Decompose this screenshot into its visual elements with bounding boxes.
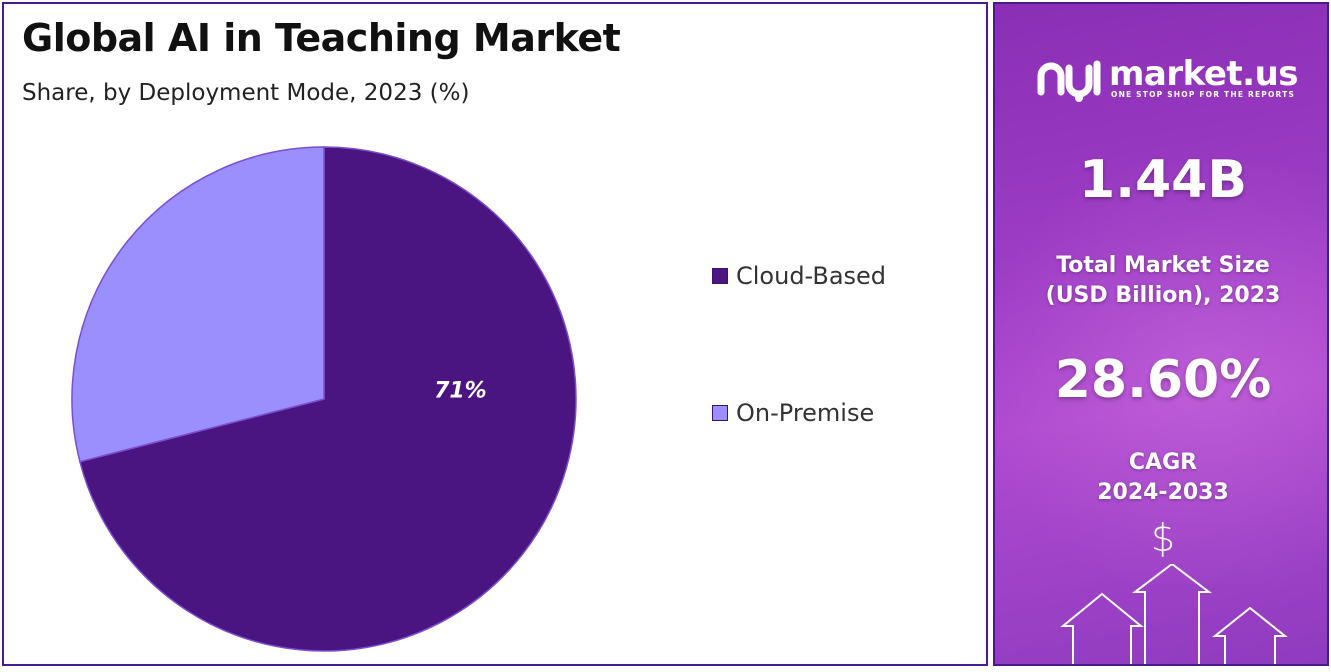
legend-item-cloud-based: Cloud-Based bbox=[712, 262, 886, 290]
legend-label: Cloud-Based bbox=[736, 262, 887, 290]
growth-arrows-icon bbox=[1060, 564, 1288, 664]
data-label-cloud-based: 71% bbox=[434, 379, 487, 404]
background-glow bbox=[995, 164, 1327, 584]
stats-sidebar: market.us ONE STOP SHOP FOR THE REPORTS … bbox=[993, 2, 1329, 666]
market-size-label-2: (USD Billion), 2023 bbox=[1045, 283, 1281, 308]
legend-item-on-premise: On-Premise bbox=[712, 399, 874, 427]
pie-chart: 71% bbox=[71, 146, 577, 652]
market-size-value: 1.44B bbox=[1079, 150, 1247, 210]
chart-subtitle: Share, by Deployment Mode, 2023 (%) bbox=[22, 80, 470, 106]
cagr-label: CAGR bbox=[1128, 450, 1198, 475]
market-us-logo-icon bbox=[1037, 60, 1101, 102]
chart-panel: Global AI in Teaching Market Share, by D… bbox=[2, 2, 988, 666]
brand-name: market.us bbox=[1109, 54, 1299, 94]
brand-tagline: ONE STOP SHOP FOR THE REPORTS bbox=[1111, 90, 1296, 99]
brand-logo: market.us ONE STOP SHOP FOR THE REPORTS bbox=[1035, 54, 1305, 104]
dollar-icon: $ bbox=[1150, 516, 1176, 560]
cagr-value: 28.60% bbox=[1054, 350, 1272, 410]
pie-slice-cloud-based bbox=[79, 146, 577, 652]
market-size-label-1: Total Market Size bbox=[1056, 253, 1270, 278]
pie-slice-on-premise bbox=[71, 146, 325, 463]
legend-label: On-Premise bbox=[736, 399, 875, 427]
cagr-period: 2024-2033 bbox=[1097, 480, 1229, 505]
legend-swatch-cloud-based bbox=[712, 268, 728, 284]
legend-swatch-on-premise bbox=[712, 405, 728, 421]
chart-title: Global AI in Teaching Market bbox=[22, 16, 621, 60]
